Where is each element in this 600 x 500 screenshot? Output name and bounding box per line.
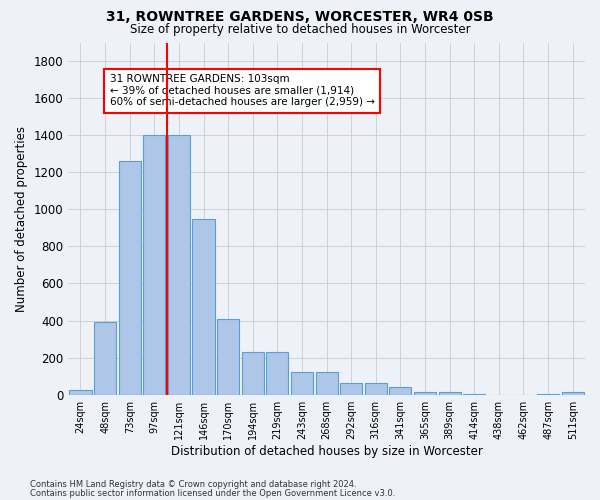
Y-axis label: Number of detached properties: Number of detached properties	[15, 126, 28, 312]
Bar	[242, 352, 264, 395]
Bar	[119, 161, 141, 394]
Bar	[291, 372, 313, 394]
Bar	[70, 390, 92, 394]
Text: Contains public sector information licensed under the Open Government Licence v3: Contains public sector information licen…	[30, 488, 395, 498]
Text: Size of property relative to detached houses in Worcester: Size of property relative to detached ho…	[130, 22, 470, 36]
Text: Contains HM Land Registry data © Crown copyright and database right 2024.: Contains HM Land Registry data © Crown c…	[30, 480, 356, 489]
Bar	[562, 392, 584, 394]
Text: 31, ROWNTREE GARDENS, WORCESTER, WR4 0SB: 31, ROWNTREE GARDENS, WORCESTER, WR4 0SB	[106, 10, 494, 24]
Bar	[365, 382, 387, 394]
Bar	[414, 392, 436, 394]
Bar	[389, 388, 412, 394]
Text: 31 ROWNTREE GARDENS: 103sqm
← 39% of detached houses are smaller (1,914)
60% of : 31 ROWNTREE GARDENS: 103sqm ← 39% of det…	[110, 74, 374, 108]
Bar	[316, 372, 338, 394]
Bar	[168, 135, 190, 394]
Bar	[340, 382, 362, 394]
Bar	[439, 392, 461, 394]
X-axis label: Distribution of detached houses by size in Worcester: Distribution of detached houses by size …	[170, 444, 482, 458]
Bar	[193, 218, 215, 394]
Bar	[94, 322, 116, 394]
Bar	[217, 318, 239, 394]
Bar	[266, 352, 289, 395]
Bar	[143, 135, 166, 394]
